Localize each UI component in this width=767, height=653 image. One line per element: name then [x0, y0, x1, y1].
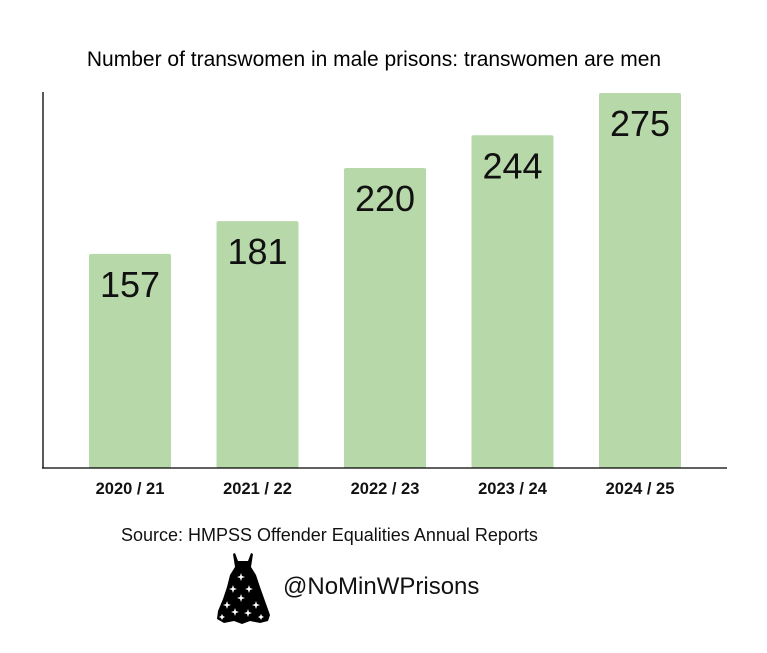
x-tick-label-4: 2024 / 25 [606, 480, 675, 498]
bar-3 [471, 135, 554, 469]
x-tick-label-3: 2023 / 24 [478, 480, 548, 498]
chart-title: Number of transwomen in male prisons: tr… [87, 48, 661, 71]
bar-2 [344, 168, 426, 468]
bar-value-label-0: 157 [100, 264, 160, 305]
x-tick-label-1: 2021 / 22 [223, 480, 292, 498]
social-handle: @NoMinWPrisons [283, 573, 480, 600]
bar-value-label-2: 220 [355, 178, 415, 219]
x-tick-labels: 2020 / 21 2021 / 22 2022 / 23 2023 / 24 2024… [96, 480, 675, 498]
bar-chart: Number of transwomen in male prisons: tr… [42, 48, 727, 498]
bar-value-label-3: 244 [482, 145, 542, 186]
bar-value-label-1: 181 [227, 231, 287, 272]
bar-value-label-4: 275 [610, 103, 670, 144]
source-note: Source: HMPSS Offender Equalities Annual… [121, 525, 538, 545]
bar-0 [89, 253, 171, 468]
x-tick-label-2: 2022 / 23 [351, 480, 420, 498]
bar-4 [599, 93, 681, 468]
bar-1 [216, 221, 299, 468]
dress-icon [217, 553, 270, 624]
bars-layer: 157 181 220 244 275 [89, 93, 681, 469]
x-tick-label-0: 2020 / 21 [96, 480, 165, 498]
